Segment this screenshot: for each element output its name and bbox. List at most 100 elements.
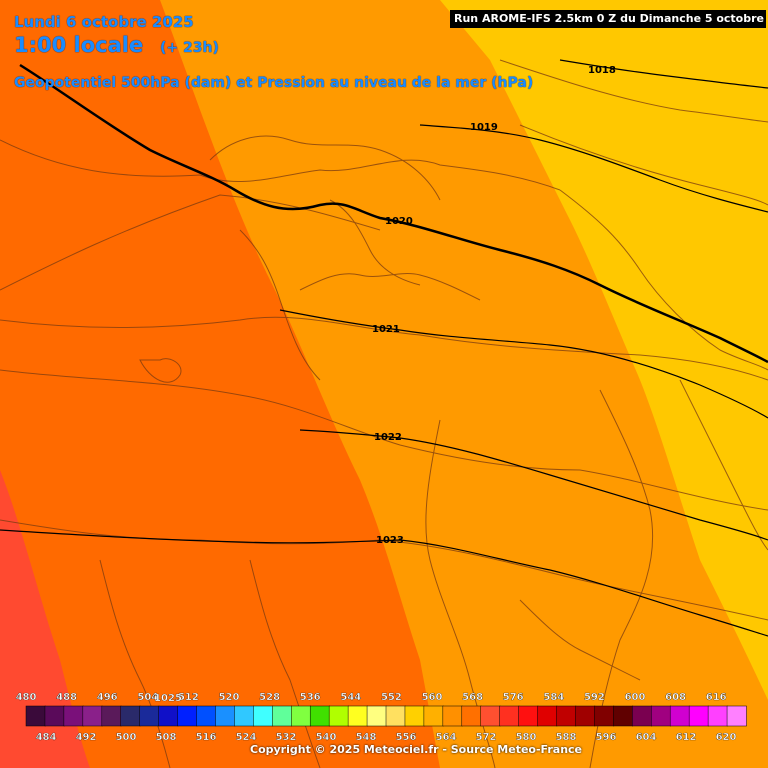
scale-swatch xyxy=(44,705,65,727)
scale-swatch xyxy=(651,705,671,727)
scale-swatch xyxy=(272,705,293,727)
isobar-label-1020: 1020 xyxy=(385,216,413,227)
scale-bottom-label: 572 xyxy=(476,732,497,743)
scale-swatch xyxy=(423,705,444,727)
scale-swatch xyxy=(196,705,217,727)
scale-top-label: 568 xyxy=(462,692,483,703)
scale-top-label: 528 xyxy=(259,692,280,703)
scale-top-label: 600 xyxy=(625,692,646,703)
zone-dark-orange xyxy=(0,0,440,768)
scale-swatch xyxy=(291,705,311,727)
copyright-text: Copyright © 2025 Meteociel.fr - Source M… xyxy=(250,743,583,756)
scale-bottom-label: 540 xyxy=(316,732,337,743)
scale-top-label: 576 xyxy=(503,692,524,703)
scale-bottom-label: 556 xyxy=(396,732,417,743)
scale-top-label: 592 xyxy=(584,692,605,703)
scale-swatch xyxy=(404,705,425,727)
scale-overlap-label: 1025 xyxy=(154,693,182,704)
scale-swatch xyxy=(726,705,747,727)
isobar-1022 xyxy=(299,429,768,541)
scale-swatch xyxy=(366,705,387,727)
isobar-label-1018: 1018 xyxy=(588,65,616,76)
parameter-title: Geopotentiel 500hPa (dam) et Pression au… xyxy=(14,75,534,91)
isobar-1021 xyxy=(279,309,768,419)
isobar-label-1021: 1021 xyxy=(372,324,400,335)
scale-swatch xyxy=(613,705,634,727)
scale-top-label: 536 xyxy=(300,692,321,703)
scale-bottom-label: 612 xyxy=(676,732,697,743)
scale-swatch xyxy=(253,705,274,727)
forecast-date: Lundi 6 octobre 2025 xyxy=(14,13,194,31)
scale-bottom-label: 492 xyxy=(76,732,97,743)
color-scale: 480 488 496 504 512 520 528 536 544 552 560 568 576 5… xyxy=(15,692,747,743)
scale-top-label: 616 xyxy=(706,692,727,703)
forecast-time: 1:00 locale xyxy=(14,33,144,57)
scale-swatch xyxy=(499,705,520,727)
scale-swatch xyxy=(594,705,615,727)
scale-swatch xyxy=(328,705,349,727)
scale-bottom-label: 500 xyxy=(116,732,137,743)
scale-top-label: 544 xyxy=(340,692,361,703)
isobar-labels: 1018 1019 1020 1021 1022 1023 xyxy=(372,65,616,546)
scale-swatch xyxy=(82,705,103,727)
scale-swatch xyxy=(632,705,653,727)
scale-swatch xyxy=(347,705,368,727)
scale-top-label: 488 xyxy=(56,692,77,703)
scale-bottom-label: 516 xyxy=(196,732,217,743)
scale-swatch xyxy=(669,705,690,727)
scale-top-label: 520 xyxy=(219,692,240,703)
scale-swatch xyxy=(518,705,539,727)
scale-swatch xyxy=(25,705,46,727)
scale-swatch xyxy=(101,705,122,727)
scale-bottom-label: 604 xyxy=(636,732,657,743)
scale-bottom-label: 532 xyxy=(276,732,297,743)
scale-bottom-label: 548 xyxy=(356,732,377,743)
zone-yellow xyxy=(440,0,768,700)
scale-swatch xyxy=(385,705,406,727)
scale-bottom-label: 588 xyxy=(556,732,577,743)
isobars xyxy=(0,59,768,637)
scale-bottom-label: 580 xyxy=(516,732,537,743)
isobar-1023 xyxy=(0,529,768,637)
forecast-lead-time: (+ 23h) xyxy=(160,40,219,56)
scale-bottom-label: 508 xyxy=(156,732,177,743)
scale-swatch xyxy=(177,705,198,727)
scale-top-label: 480 xyxy=(16,692,37,703)
isobar-label-1023: 1023 xyxy=(376,535,404,546)
scale-bottom-label: 564 xyxy=(436,732,457,743)
run-banner: Run AROME-IFS 2.5km 0 Z du Dimanche 5 oc… xyxy=(450,10,768,28)
scale-swatch xyxy=(707,705,728,727)
scale-bottom-label: 524 xyxy=(236,732,257,743)
scale-swatch xyxy=(215,705,236,727)
scale-top-label: 504 xyxy=(137,692,158,703)
scale-swatch xyxy=(537,705,558,727)
scale-top-label: 552 xyxy=(381,692,402,703)
scale-swatch xyxy=(309,705,330,727)
scale-top-label: 512 xyxy=(178,692,199,703)
scale-swatch xyxy=(688,705,709,727)
scale-top-label: 584 xyxy=(543,692,564,703)
isobar-label-1022: 1022 xyxy=(374,432,402,443)
scale-swatch xyxy=(480,705,501,727)
scale-bottom-label: 620 xyxy=(716,732,737,743)
scale-swatch xyxy=(158,705,179,727)
scale-swatch xyxy=(556,705,577,727)
scale-bottom-label: 596 xyxy=(596,732,617,743)
scale-swatch xyxy=(234,705,255,727)
isobar-1020 xyxy=(19,63,768,364)
scale-top-label: 496 xyxy=(97,692,118,703)
scale-swatch xyxy=(575,705,596,727)
scale-swatch xyxy=(442,705,463,727)
zone-red xyxy=(0,470,90,768)
scale-bottom-label: 484 xyxy=(36,732,57,743)
scale-swatch xyxy=(139,705,160,727)
isobar-label-1019: 1019 xyxy=(470,122,498,133)
scale-swatch xyxy=(461,705,482,727)
scale-top-label: 608 xyxy=(665,692,686,703)
isobar-1018 xyxy=(559,59,768,89)
scale-top-label: 560 xyxy=(422,692,443,703)
scale-swatch xyxy=(120,705,141,727)
isobar-1019 xyxy=(419,124,768,213)
scale-swatch xyxy=(63,705,84,727)
